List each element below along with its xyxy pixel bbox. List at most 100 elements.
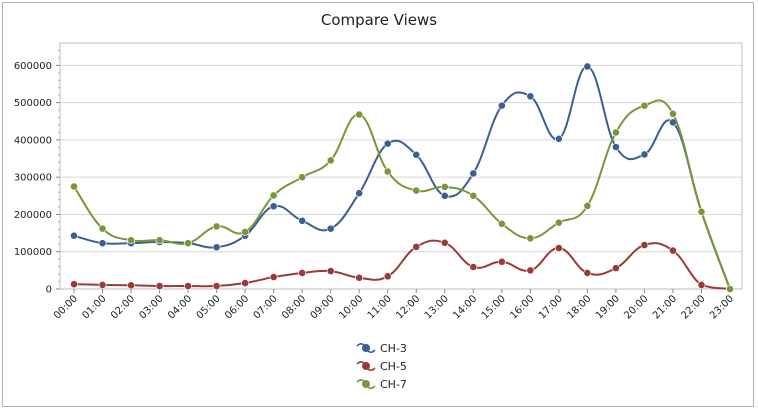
legend-marker-icon [356, 343, 376, 353]
x-tick-label: 08:00 [280, 293, 308, 321]
data-point [412, 242, 421, 251]
data-point [241, 228, 250, 236]
data-point [469, 191, 478, 200]
data-point [269, 202, 278, 211]
data-point [383, 139, 392, 148]
x-tick-label: 06:00 [223, 293, 251, 321]
data-point [212, 222, 221, 231]
data-point [697, 207, 706, 216]
x-tick-label: 13:00 [423, 293, 451, 321]
data-point [326, 156, 335, 165]
data-point [669, 246, 677, 255]
data-point [640, 150, 649, 159]
data-point [612, 143, 620, 151]
x-tick-label: 12:00 [394, 293, 422, 321]
data-point [583, 201, 592, 210]
data-point [412, 186, 421, 195]
data-point [269, 191, 278, 200]
y-tick-label: 300000 [14, 173, 52, 184]
data-point [355, 110, 364, 119]
data-point [355, 273, 364, 282]
data-point [726, 285, 734, 293]
plot-area [59, 42, 743, 290]
x-tick-label: 18:00 [565, 293, 593, 321]
data-point [497, 101, 506, 110]
x-tick-label: 00:00 [52, 293, 80, 321]
x-tick-label: 01:00 [80, 293, 108, 321]
y-tick-label: 0 [46, 285, 52, 296]
x-tick-label: 05:00 [195, 293, 223, 321]
y-tick-label: 400000 [14, 135, 52, 146]
data-point [583, 62, 592, 71]
x-tick-label: 14:00 [451, 293, 479, 321]
data-point [697, 280, 706, 289]
x-tick-label: 02:00 [109, 293, 137, 321]
legend-item-ch-3: CH-3 [356, 339, 407, 357]
x-tick-label: 17:00 [537, 293, 565, 321]
data-point [269, 273, 278, 281]
data-point [440, 238, 449, 247]
data-point [583, 269, 592, 277]
data-point [469, 169, 478, 178]
data-point [497, 219, 506, 228]
data-point [355, 189, 364, 198]
data-point [98, 224, 107, 233]
legend-marker-icon [356, 361, 376, 371]
y-tick-label: 600000 [14, 61, 52, 72]
legend-label: CH-5 [380, 359, 407, 373]
data-point [440, 182, 449, 191]
data-point [298, 173, 307, 182]
data-point [412, 150, 421, 159]
x-tick-label: 11:00 [366, 293, 394, 321]
data-point [155, 282, 164, 290]
y-tick-label: 200000 [14, 210, 52, 221]
data-point [98, 280, 107, 289]
x-tick-label: 23:00 [708, 293, 736, 321]
data-point [298, 269, 307, 277]
data-point [526, 92, 535, 101]
data-point [612, 264, 620, 273]
data-point [212, 282, 221, 290]
data-point [70, 280, 78, 289]
x-tick-label: 07:00 [252, 293, 280, 321]
data-point [326, 224, 335, 233]
data-point [554, 218, 563, 227]
legend-marker-icon [356, 379, 376, 389]
x-tick-label: 15:00 [480, 293, 508, 321]
data-point [669, 109, 677, 118]
x-tick-label: 03:00 [138, 293, 166, 321]
data-point [184, 239, 192, 248]
data-point [127, 281, 135, 290]
data-point [440, 191, 449, 200]
legend-item-ch-7: CH-7 [356, 375, 407, 393]
x-tick-label: 10:00 [337, 293, 365, 321]
x-tick-label: 04:00 [166, 293, 194, 321]
legend: CH-3 CH-5 CH-7 [356, 339, 407, 393]
data-point [640, 101, 649, 110]
data-point [554, 244, 563, 252]
data-point [241, 279, 250, 287]
data-point [383, 272, 392, 281]
data-point [497, 257, 506, 266]
data-point [70, 182, 78, 191]
x-tick-label: 22:00 [679, 293, 707, 321]
data-point [298, 216, 307, 225]
data-point [526, 266, 535, 275]
x-tick-label: 20:00 [622, 293, 650, 321]
data-point [640, 241, 649, 249]
data-point [469, 263, 478, 271]
x-tick-label: 21:00 [651, 293, 679, 321]
data-point [212, 243, 221, 252]
y-tick-label: 500000 [14, 98, 52, 109]
x-tick-label: 09:00 [309, 293, 337, 321]
chart-title: Compare Views [320, 11, 438, 29]
data-point [155, 236, 164, 245]
data-point [554, 134, 563, 143]
x-tick-label: 16:00 [508, 293, 536, 321]
legend-label: CH-7 [380, 377, 407, 391]
y-tick-label: 100000 [14, 247, 52, 258]
data-point [127, 236, 135, 245]
data-point [184, 282, 192, 290]
data-point [526, 234, 535, 243]
legend-label: CH-3 [380, 341, 407, 355]
